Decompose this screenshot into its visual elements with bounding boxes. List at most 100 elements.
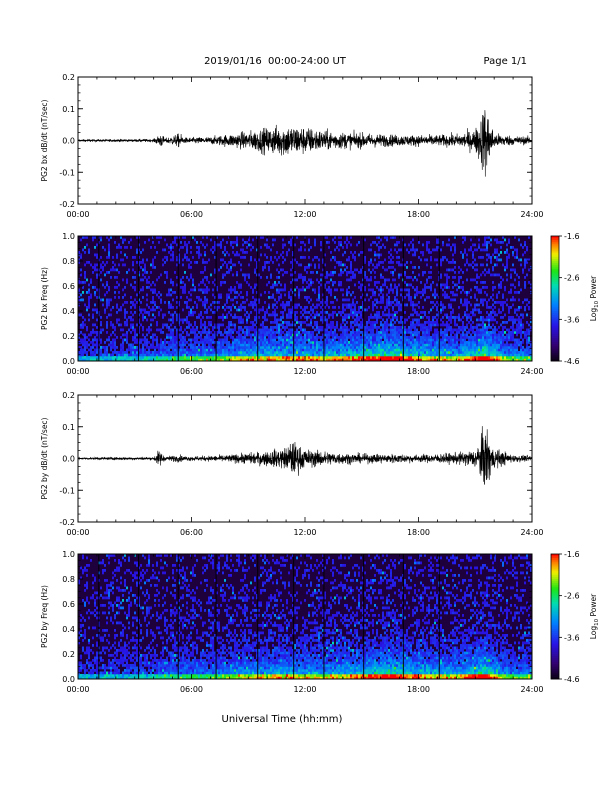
spectrogram-cell xyxy=(434,346,436,349)
spectrogram-cell xyxy=(274,354,276,357)
spectrogram-cell xyxy=(424,321,426,324)
spectrogram-cell xyxy=(460,326,462,329)
spectrogram-cell xyxy=(300,306,302,309)
spectrogram-cell xyxy=(316,299,318,302)
spectrogram-cell xyxy=(482,271,484,274)
spectrogram-cell xyxy=(400,319,402,322)
spectrogram-cell xyxy=(164,301,166,304)
spectrogram-cell xyxy=(352,344,354,347)
spectrogram-cell xyxy=(238,329,240,332)
spectrogram-cell xyxy=(318,304,320,307)
spectrogram-cell xyxy=(208,339,210,342)
spectrogram-cell xyxy=(186,249,188,252)
spectrogram-cell xyxy=(280,311,282,314)
spectrogram-cell xyxy=(346,259,348,262)
spectrogram-cell xyxy=(416,351,418,354)
spectrogram-cell xyxy=(196,316,198,319)
spectrogram-cell xyxy=(426,296,428,299)
spectrogram-cell xyxy=(310,314,312,317)
spectrogram-cell xyxy=(254,356,256,359)
spectrogram-cell xyxy=(440,339,442,342)
spectrogram-cell xyxy=(340,326,342,329)
spectrogram-cell xyxy=(398,264,400,267)
spectrogram-cell xyxy=(198,299,200,302)
spectrogram-cell xyxy=(448,306,450,309)
spectrogram-cell xyxy=(262,336,264,339)
spectrogram-cell xyxy=(270,329,272,332)
spectrogram-cell xyxy=(174,291,176,294)
spectrogram-cell xyxy=(180,344,182,347)
spectrogram-cell xyxy=(368,289,370,292)
spectrogram-cell xyxy=(320,319,322,322)
spectrogram-cell xyxy=(232,354,234,357)
spectrogram-cell xyxy=(122,304,124,307)
spectrogram-cell xyxy=(226,344,228,347)
spectrogram-cell xyxy=(382,324,384,327)
spectrogram-cell xyxy=(384,339,386,342)
spectrogram-cell xyxy=(424,299,426,302)
spectrogram-cell xyxy=(122,341,124,344)
spectrogram-cell xyxy=(414,304,416,307)
spectrogram-cell xyxy=(358,354,360,357)
spectrogram-cell xyxy=(244,241,246,244)
spectrogram-cell xyxy=(420,356,422,359)
spectrogram-cell xyxy=(280,284,282,287)
spectrogram-cell xyxy=(466,356,468,359)
spectrogram-cell xyxy=(390,344,392,347)
spectrogram-cell xyxy=(486,326,488,329)
spectrogram-cell xyxy=(314,291,316,294)
spectrogram-cell xyxy=(190,274,192,277)
spectrogram-cell xyxy=(110,324,112,327)
spectrogram-cell xyxy=(224,336,226,339)
spectrogram-cell xyxy=(454,344,456,347)
spectrogram-cell xyxy=(434,354,436,357)
spectrogram-cell xyxy=(414,354,416,357)
spectrogram-cell xyxy=(472,254,474,257)
spectrogram-cell xyxy=(408,349,410,352)
spectrogram-cell xyxy=(414,254,416,257)
spectrogram-cell xyxy=(198,314,200,317)
spectrogram-cell xyxy=(408,284,410,287)
spectrogram-cell xyxy=(420,339,422,342)
spectrogram-cell xyxy=(290,354,292,357)
spectrogram-cell xyxy=(392,334,394,337)
spectrogram-cell xyxy=(482,341,484,344)
spectrogram-cell xyxy=(90,351,92,354)
spectrogram-cell xyxy=(248,331,250,334)
spectrogram-cell xyxy=(388,336,390,339)
spectrogram-cell xyxy=(382,301,384,304)
spectrogram-cell xyxy=(176,346,178,349)
spectrogram-cell xyxy=(390,314,392,317)
spectrogram-cell xyxy=(150,309,152,312)
spectrogram-cell xyxy=(444,329,446,332)
spectrogram-cell xyxy=(272,304,274,307)
spectrogram-cell xyxy=(84,349,86,352)
spectrogram-cell xyxy=(326,346,328,349)
spectrogram-cell xyxy=(282,306,284,309)
spectrogram-cell xyxy=(250,356,252,359)
spectrogram-cell xyxy=(344,339,346,342)
spectrogram-cell xyxy=(342,289,344,292)
spectrogram-cell xyxy=(282,289,284,292)
spectrogram-cell xyxy=(368,329,370,332)
spectrogram-cell xyxy=(238,339,240,342)
spectrogram-cell xyxy=(360,284,362,287)
spectrogram-cell xyxy=(416,314,418,317)
spectrogram-cell xyxy=(264,344,266,347)
spectrogram-cell xyxy=(352,356,354,359)
spectrogram-cell xyxy=(442,349,444,352)
spectrogram-cell xyxy=(372,341,374,344)
spectrogram-cell xyxy=(340,329,342,332)
spectrogram-cell xyxy=(122,329,124,332)
spectrogram-cell xyxy=(142,356,144,359)
spectrogram-cell xyxy=(268,346,270,349)
spectrogram-cell xyxy=(392,274,394,277)
spectrogram-cell xyxy=(80,349,82,352)
spectrogram-cell xyxy=(422,349,424,352)
spectrogram-cell xyxy=(456,324,458,327)
spectrogram-cell xyxy=(346,306,348,309)
spectrogram-cell xyxy=(188,306,190,309)
spectrogram-cell xyxy=(254,269,256,272)
spectrogram-cell xyxy=(104,264,106,267)
spectrogram-cell xyxy=(176,284,178,287)
